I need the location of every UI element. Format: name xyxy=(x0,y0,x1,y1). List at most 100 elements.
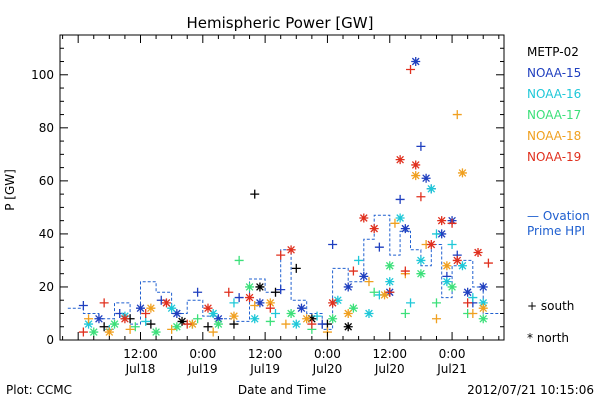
data-point-south xyxy=(276,285,286,295)
data-point-north xyxy=(84,319,94,329)
data-point-south xyxy=(452,110,462,120)
y-tick-label: 100 xyxy=(31,68,54,82)
data-point-north xyxy=(104,327,114,337)
legend-ovation-line2: Prime HPI xyxy=(527,224,585,238)
x-tick-date-label: Jul19 xyxy=(249,362,280,376)
plot-frame xyxy=(59,34,505,341)
data-point-south xyxy=(406,64,416,74)
data-point-north xyxy=(426,184,436,194)
data-point-north xyxy=(302,314,312,324)
data-point-north xyxy=(343,308,353,318)
data-point-south xyxy=(317,319,327,329)
data-point-south xyxy=(385,287,395,297)
series-noaa-15 xyxy=(78,57,488,329)
x-tick-time-label: 0:00 xyxy=(189,347,216,361)
legend-entry-noaa-18: NOAA-18 xyxy=(527,129,581,143)
data-point-north xyxy=(400,224,410,234)
data-point-north xyxy=(135,303,145,313)
plot-area xyxy=(67,57,504,337)
data-point-north xyxy=(416,269,426,279)
legend-south: + south xyxy=(527,299,574,313)
data-point-south xyxy=(447,218,457,228)
data-point-south xyxy=(182,319,192,329)
data-point-south xyxy=(130,322,140,332)
data-point-north xyxy=(385,261,395,271)
data-point-north xyxy=(442,277,452,287)
data-point-north xyxy=(255,298,265,308)
data-point-north xyxy=(172,308,182,318)
data-point-south xyxy=(250,189,260,199)
data-point-south xyxy=(203,322,213,332)
data-point-south xyxy=(234,255,244,265)
data-point-south xyxy=(348,266,358,276)
data-point-south xyxy=(431,229,441,239)
x-tick-date-label: Jul18 xyxy=(125,362,156,376)
data-point-south xyxy=(431,314,441,324)
data-point-north xyxy=(203,303,213,313)
x-tick-date-label: Jul19 xyxy=(187,362,218,376)
data-point-north xyxy=(110,319,120,329)
data-point-south xyxy=(224,287,234,297)
data-point-south xyxy=(369,287,379,297)
data-point-south xyxy=(463,298,473,308)
data-point-north xyxy=(369,224,379,234)
data-point-south xyxy=(125,324,135,334)
data-point-south xyxy=(276,250,286,260)
data-point-north xyxy=(333,295,343,305)
data-point-south xyxy=(390,218,400,228)
legend-ovation-line1: — Ovation xyxy=(527,209,590,223)
data-point-north xyxy=(478,314,488,324)
series-noaa-17 xyxy=(89,255,488,337)
legend-entry-noaa-16: NOAA-16 xyxy=(527,87,581,101)
data-point-north xyxy=(286,245,296,255)
data-point-north xyxy=(120,314,130,324)
data-point-north xyxy=(177,316,187,326)
data-point-south xyxy=(99,298,109,308)
plot-credit: Plot: CCMC xyxy=(6,383,72,397)
data-point-north xyxy=(172,322,182,332)
data-point-north xyxy=(364,308,374,318)
data-point-north xyxy=(307,314,317,324)
data-point-south xyxy=(483,258,493,268)
data-point-south xyxy=(250,301,260,311)
y-tick-label: 40 xyxy=(39,227,54,241)
legend: METP-02 NOAA-15 NOAA-16 NOAA-17 NOAA-18 NOAA-… xyxy=(527,45,581,164)
data-point-north xyxy=(463,287,473,297)
x-axis-title: Date and Time xyxy=(238,383,326,397)
data-point-south xyxy=(431,298,441,308)
chart-title: Hemispheric Power [GW] xyxy=(187,14,374,32)
data-point-north xyxy=(426,240,436,250)
data-point-south xyxy=(234,293,244,303)
y-tick-label: 0 xyxy=(46,333,54,347)
data-point-north xyxy=(421,173,431,183)
data-point-north xyxy=(245,282,255,292)
x-tick-date-label: Jul20 xyxy=(374,362,405,376)
data-point-north xyxy=(89,327,99,337)
y-axis: 0 20 40 60 80 100 xyxy=(31,47,504,347)
legend-north: * north xyxy=(527,331,569,345)
data-point-south xyxy=(328,240,338,250)
data-point-north xyxy=(385,277,395,287)
data-point-north xyxy=(265,298,275,308)
data-point-south xyxy=(167,324,177,334)
y-tick-label: 80 xyxy=(39,121,54,135)
data-point-south xyxy=(447,240,457,250)
data-point-north xyxy=(213,314,223,324)
data-point-south xyxy=(364,277,374,287)
data-point-north xyxy=(359,213,369,223)
legend-entry-noaa-15: NOAA-15 xyxy=(527,66,581,80)
data-point-south xyxy=(208,327,218,337)
data-point-south xyxy=(229,298,239,308)
data-point-north xyxy=(442,261,452,271)
y-tick-label: 60 xyxy=(39,174,54,188)
data-point-south xyxy=(291,263,301,273)
legend-entry-metp-02: METP-02 xyxy=(527,45,579,59)
x-tick-date-label: Jul21 xyxy=(436,362,467,376)
data-point-north xyxy=(478,303,488,313)
data-point-north xyxy=(437,216,447,226)
data-point-south xyxy=(141,316,151,326)
data-point-south xyxy=(141,308,151,318)
x-tick-time-label: 0:00 xyxy=(314,347,341,361)
data-point-north xyxy=(328,298,338,308)
data-point-south xyxy=(406,298,416,308)
